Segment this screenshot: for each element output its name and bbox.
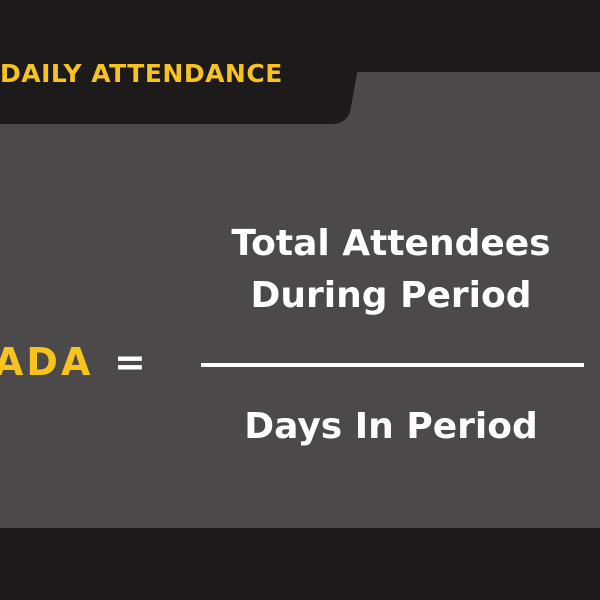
numerator-line-1: Total Attendees: [231, 223, 551, 264]
formula-numerator: Total Attendees During Period: [195, 218, 587, 322]
banner-title: DAILY ATTENDANCE: [0, 59, 283, 88]
formula-denominator: Days In Period: [244, 406, 538, 447]
fraction-bar: [201, 363, 584, 367]
equals-sign: =: [114, 340, 146, 384]
formula-lhs: ADA: [0, 340, 94, 384]
numerator-line-2: During Period: [250, 275, 532, 316]
formula-panel: [0, 72, 600, 528]
